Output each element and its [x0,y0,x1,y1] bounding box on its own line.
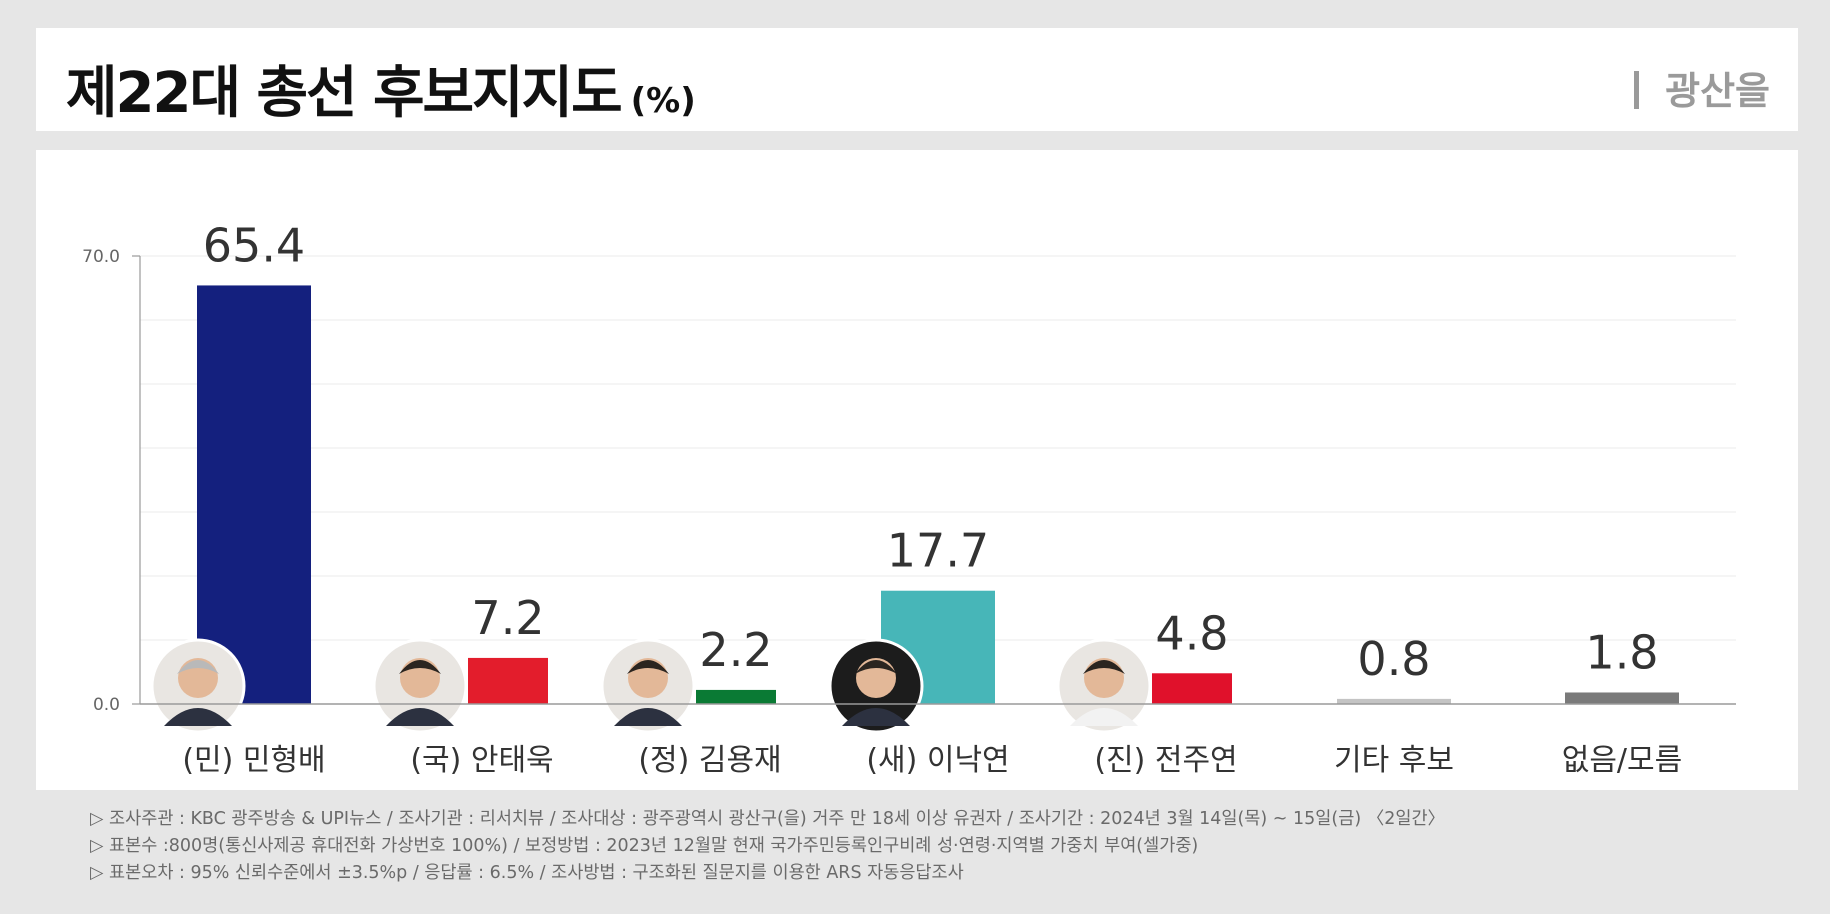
x-category-label: (진) 전주연 [1094,743,1237,778]
region-divider [1634,70,1640,109]
x-category-label: (새) 이낙연 [866,743,1009,778]
bar [1152,673,1232,704]
candidate-photo-jeon-juyeon [1056,638,1152,734]
bar [696,689,776,704]
x-category-label: (국) 안태욱 [410,743,553,778]
bar [197,285,311,704]
x-category-label: (정) 김용재 [638,743,781,778]
candidate-photo-min-hyungbae [150,638,246,734]
data-label: 65.4 [203,218,305,272]
survey-footnotes: ▷ 조사주관 : KBC 광주방송 & UPI뉴스 / 조사기관 : 리서치뷰 … [90,806,1445,887]
footnote-line-3: ▷ 표본오차 : 95% 신뢰수준에서 ±3.5%p / 응답률 : 6.5% … [90,863,964,883]
title-unit: (%) [630,81,696,121]
bar [468,657,548,704]
x-category-label: 없음/모름 [1562,743,1683,778]
y-tick-label: 70.0 [82,247,120,267]
chart-panel: 0.0 70.0 65.4 (민) 민형배 7.2 (국) 안태욱 2.2 (정) 김용재 17… [36,150,1798,790]
data-label: 1.8 [1585,625,1658,679]
candidate-photo-lee-nakyon [828,638,924,734]
candidate-photo-an-taeuk [372,638,468,734]
data-label: 0.8 [1357,632,1430,686]
footnote-line-2: ▷ 표본수 :800명(통신사제공 휴대전화 가상번호 100%) / 보정방법… [90,836,1199,856]
data-label: 7.2 [471,591,544,645]
region-text: 광산을 [1665,69,1770,113]
bar [1565,692,1679,704]
candidate-photo-kim-yongjae [600,638,696,734]
page-title: 제22대 총선 후보지지도 (%) [66,48,696,129]
x-category-label: 기타 후보 [1334,743,1454,778]
data-label: 2.2 [699,623,772,677]
data-label: 17.7 [887,524,989,578]
bar [1337,698,1451,704]
bar-chart: 0.0 70.0 65.4 (민) 민형배 7.2 (국) 안태욱 2.2 (정) 김용재 17… [82,218,1736,778]
title-text: 제22대 총선 후보지지도 [66,61,623,126]
region-label: 광산을 [1634,60,1770,115]
footnote-line-1: ▷ 조사주관 : KBC 광주방송 & UPI뉴스 / 조사기관 : 리서치뷰 … [90,809,1446,829]
header-bar: 제22대 총선 후보지지도 (%) 광산을 [36,28,1798,131]
x-category-label: (민) 민형배 [182,743,325,778]
y-tick-label: 0.0 [93,695,120,715]
data-label: 4.8 [1155,606,1228,660]
